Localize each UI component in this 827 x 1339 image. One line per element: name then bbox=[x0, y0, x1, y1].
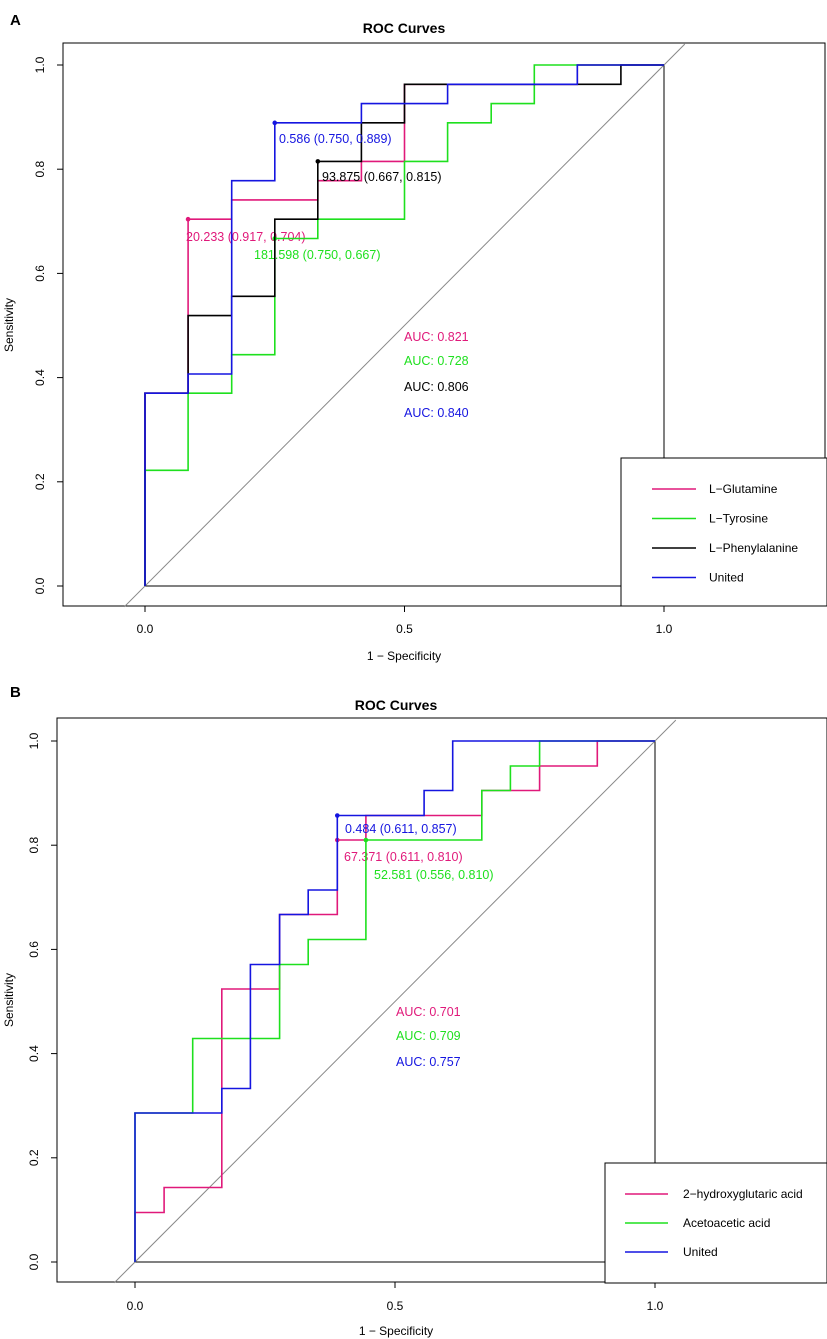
y-tick-label: 0.6 bbox=[27, 941, 41, 958]
y-tick-label: 1.0 bbox=[33, 56, 47, 73]
threshold-annotation-1: 52.581 (0.556, 0.810) bbox=[374, 868, 494, 882]
x-axis-label: 1 − Specificity bbox=[367, 649, 441, 663]
legend-label-3: United bbox=[709, 571, 744, 585]
chart-title: ROC Curves bbox=[363, 20, 446, 36]
y-tick-label: 0.4 bbox=[33, 369, 47, 386]
x-tick-label: 0.5 bbox=[396, 622, 413, 636]
y-tick-label: 0.0 bbox=[33, 577, 47, 594]
x-axis-label: 1 − Specificity bbox=[359, 1324, 433, 1338]
y-tick-label: 0.8 bbox=[33, 161, 47, 178]
threshold-point-1 bbox=[363, 837, 369, 843]
auc-label-1: AUC: 0.728 bbox=[404, 354, 469, 368]
auc-label-2: AUC: 0.806 bbox=[404, 380, 469, 394]
legend: 2−hydroxyglutaric acid Acetoacetic acid Un… bbox=[604, 1162, 827, 1284]
threshold-annotation-2: 0.484 (0.611, 0.857) bbox=[345, 822, 457, 836]
x-tick-label: 0.5 bbox=[387, 1299, 404, 1313]
threshold-annotation-0: 20.233 (0.917, 0.704) bbox=[186, 230, 306, 244]
panel-a: A ROC Curves 1 − Specificity Sensitivity… bbox=[2, 12, 827, 663]
chart-title: ROC Curves bbox=[355, 697, 438, 713]
threshold-point-2 bbox=[315, 159, 321, 164]
legend-label-2: United bbox=[683, 1245, 718, 1259]
y-tick-label: 0.4 bbox=[27, 1045, 41, 1062]
roc-line-1 bbox=[134, 740, 655, 1262]
legend-box bbox=[620, 457, 827, 607]
y-tick-label: 0.2 bbox=[33, 473, 47, 490]
threshold-point-2 bbox=[334, 813, 340, 818]
panel-label: B bbox=[10, 684, 21, 701]
auc-label-0: AUC: 0.701 bbox=[396, 1005, 461, 1019]
legend: L−Glutamine L−Tyrosine L−Phenylalanine Unit… bbox=[620, 457, 827, 607]
y-tick-label: 0.6 bbox=[33, 265, 47, 282]
y-axis-label: Sensitivity bbox=[2, 973, 16, 1027]
chance-diagonal bbox=[123, 43, 686, 608]
auc-label-2: AUC: 0.757 bbox=[396, 1055, 461, 1069]
threshold-point-0 bbox=[185, 216, 191, 222]
threshold-annotation-3: 0.586 (0.750, 0.889) bbox=[279, 132, 392, 146]
x-tick-label: 1.0 bbox=[656, 622, 673, 636]
legend-label-0: L−Glutamine bbox=[709, 482, 778, 496]
legend-label-0: 2−hydroxyglutaric acid bbox=[683, 1187, 803, 1201]
threshold-annotation-1: 181.598 (0.750, 0.667) bbox=[254, 248, 381, 262]
threshold-annotation-0: 67.371 (0.611, 0.810) bbox=[344, 850, 463, 864]
auc-label-0: AUC: 0.821 bbox=[404, 330, 469, 344]
roc-line-2 bbox=[134, 740, 655, 1262]
threshold-point-3 bbox=[272, 120, 278, 126]
chance-diagonal bbox=[113, 719, 677, 1284]
threshold-annotation-2: 93.875 (0.667, 0.815) bbox=[322, 170, 442, 184]
y-tick-label: 0.8 bbox=[27, 837, 41, 854]
legend-label-2: L−Phenylalanine bbox=[709, 541, 798, 555]
panel-b: B ROC Curves 1 − Specificity Sensitivity… bbox=[2, 684, 827, 1338]
y-axis-label: Sensitivity bbox=[2, 298, 16, 352]
y-tick-label: 1.0 bbox=[27, 732, 41, 749]
x-tick-label: 0.0 bbox=[127, 1299, 144, 1313]
legend-label-1: Acetoacetic acid bbox=[683, 1216, 770, 1230]
legend-label-1: L−Tyrosine bbox=[709, 512, 768, 526]
auc-label-1: AUC: 0.709 bbox=[396, 1029, 461, 1043]
auc-label-3: AUC: 0.840 bbox=[404, 406, 469, 420]
panel-label: A bbox=[10, 12, 21, 29]
x-tick-label: 0.0 bbox=[137, 622, 154, 636]
y-tick-label: 0.0 bbox=[27, 1253, 41, 1270]
x-tick-label: 1.0 bbox=[647, 1299, 664, 1313]
y-tick-label: 0.2 bbox=[27, 1149, 41, 1166]
